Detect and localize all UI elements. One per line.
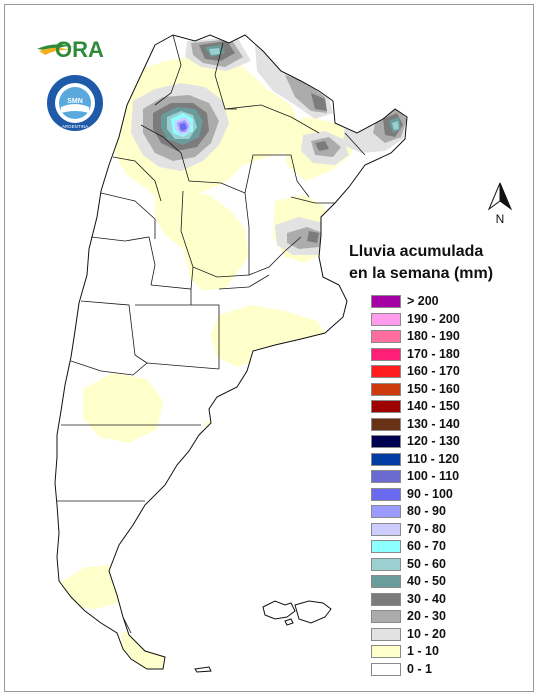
rain-zone-90-100-nw — [180, 123, 187, 131]
legend-label: 110 - 120 — [407, 451, 460, 466]
legend-label: 70 - 80 — [407, 521, 446, 536]
ora-logo: ORA — [37, 37, 104, 62]
north-arrow-label: N — [496, 212, 505, 225]
boundary-catamarca — [112, 156, 162, 202]
legend-swatch — [371, 557, 401, 571]
legend-swatch — [371, 312, 401, 326]
ora-logo-text: ORA — [55, 37, 104, 62]
legend-label: 40 - 50 — [407, 574, 446, 588]
boundary-la-pampa — [135, 289, 220, 369]
legend-label: 140 - 150 — [407, 399, 460, 413]
boundary-corrientes-misiones — [344, 132, 366, 156]
legend-label: 50 - 60 — [407, 556, 446, 571]
legend-swatch — [371, 435, 401, 448]
smn-logo-center-text: SMN — [67, 98, 83, 105]
legend-swatch — [371, 452, 401, 466]
legend-swatch — [371, 417, 401, 431]
legend-swatch — [371, 505, 401, 518]
legend-swatch — [371, 610, 401, 623]
legend-swatch — [371, 295, 401, 308]
legend-label: 0 - 1 — [407, 661, 433, 676]
rain-zone-1-10-pampas — [211, 305, 327, 367]
legend-label: 10 - 20 — [407, 626, 446, 641]
rain-zone-1-10-patagonia — [83, 373, 163, 443]
legend-label: 1 - 10 — [407, 644, 439, 658]
legend-label: 80 - 90 — [407, 504, 446, 518]
legend-swatch — [371, 592, 401, 606]
legend-label: 130 - 140 — [407, 416, 460, 431]
legend-label: 170 - 180 — [407, 346, 460, 361]
malvinas-islands — [262, 600, 332, 626]
rain-zone-50-60-north — [209, 48, 220, 55]
legend-title-line-1: Lluvia acumulada — [349, 243, 484, 260]
legend-label: 100 - 110 — [407, 469, 460, 483]
legend-swatch — [371, 645, 401, 658]
legend-swatch — [371, 540, 401, 553]
legend-swatch — [371, 400, 401, 413]
legend-swatch — [371, 365, 401, 378]
legend-swatch — [371, 627, 401, 641]
north-arrow-right-half — [499, 182, 513, 211]
boundary-salta-formosa — [214, 42, 237, 110]
rain-zone-50-60-misiones — [392, 121, 399, 130]
smn-logo-bottom-text: ARGENTINA — [62, 124, 88, 129]
boundary-chaco-formosa — [224, 104, 320, 134]
legend-swatch — [371, 522, 401, 536]
boundary-san-juan — [90, 236, 156, 286]
map-frame: ORA SMN ARGENTINA N Lluvia acumulada en … — [4, 4, 534, 692]
smn-logo: SMN ARGENTINA — [47, 75, 103, 131]
legend-label: > 200 — [407, 294, 439, 308]
legend-title-line-2: en la semana (mm) — [349, 265, 494, 282]
boundary-mendoza — [80, 300, 148, 364]
rain-zone-30-40-corrientes — [315, 141, 329, 151]
rain-zone-30-40-ne-border — [311, 93, 327, 111]
rain-zone-1-10-tierra-del-fuego — [121, 631, 165, 669]
boundary-santafe-entre-rios — [248, 236, 302, 276]
country-border — [54, 34, 408, 670]
malvinas-islet — [284, 618, 294, 626]
boundary-salta-tucuman — [140, 124, 190, 182]
legend-label: 20 - 30 — [407, 609, 446, 623]
boundary-cordoba — [180, 190, 250, 278]
boundary-corrientes-entre-rios — [290, 196, 335, 204]
boundary-jujuy-salta — [154, 34, 182, 106]
boundary-santiago — [188, 180, 250, 228]
boundary-neuquen — [70, 360, 220, 376]
boundary-la-rioja — [100, 192, 156, 239]
ora-swoosh-yellow — [39, 47, 69, 55]
province-boundaries — [57, 34, 366, 634]
isla-de-los-estados — [194, 666, 212, 673]
legend-label: 190 - 200 — [407, 311, 460, 326]
rainfall-map — [54, 34, 408, 673]
boundary-chaco-santafe — [244, 154, 310, 198]
legend-label: 180 - 190 — [407, 329, 460, 343]
legend-swatch — [371, 470, 401, 483]
north-arrow: N — [487, 182, 513, 225]
rain-zone-30-40-entre-rios — [307, 231, 319, 243]
north-arrow-left-half — [487, 182, 501, 211]
legend-label: 150 - 160 — [407, 381, 460, 396]
legend-swatch — [371, 347, 401, 361]
rain-zone-1-10-pampas-west — [189, 251, 231, 291]
legend-swatch — [371, 487, 401, 501]
legend-label: 120 - 130 — [407, 434, 460, 448]
legend-label: 30 - 40 — [407, 591, 446, 606]
legend-swatch — [371, 330, 401, 343]
smn-logo-wave — [61, 104, 89, 113]
legend-label: 160 - 170 — [407, 364, 460, 378]
legend-label: 90 - 100 — [407, 486, 453, 501]
legend-swatch — [371, 662, 401, 676]
legend-label: 60 - 70 — [407, 539, 446, 553]
malvinas-east — [294, 600, 332, 624]
legend-swatch — [371, 575, 401, 588]
legend-title: Lluvia acumulada en la semana (mm) — [349, 241, 529, 285]
boundary-buenos-aires — [218, 274, 270, 290]
malvinas-west — [262, 600, 296, 620]
legend-swatch — [371, 382, 401, 396]
